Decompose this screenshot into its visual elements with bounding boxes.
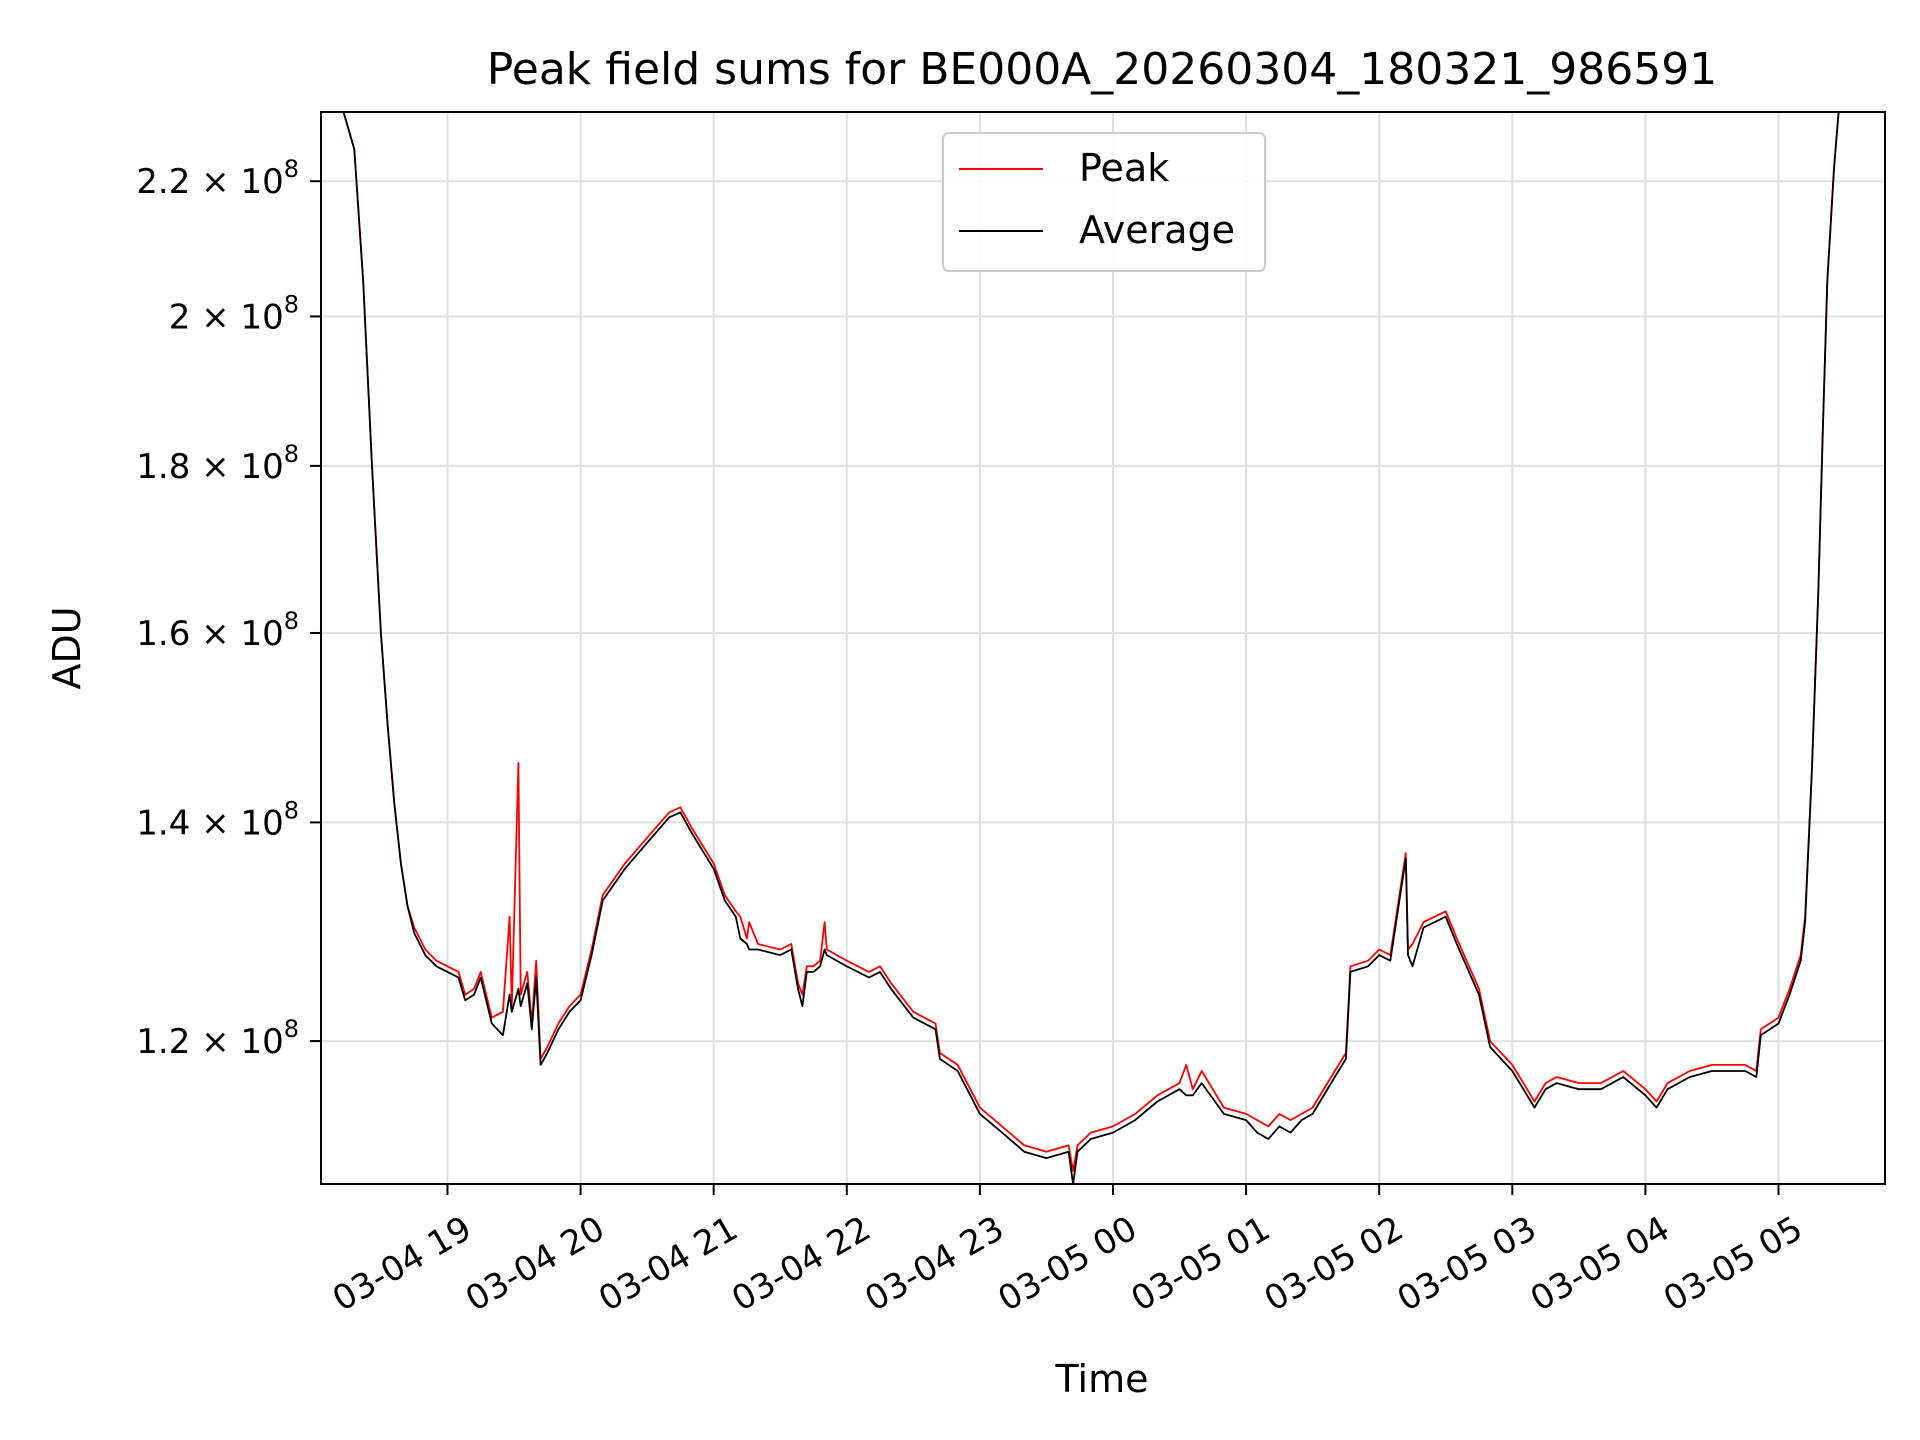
y-tick-base: × 10: [190, 614, 283, 654]
series-layer: [342, 112, 1840, 1184]
y-tick-exponent: 8: [284, 796, 299, 824]
y-tick-base: × 10: [190, 1022, 283, 1062]
grid-lines: [321, 112, 1885, 1184]
y-tick-mantissa: 1.6: [136, 614, 190, 654]
y-tick-mantissa: 1.8: [136, 447, 190, 487]
y-tick-exponent: 8: [284, 290, 299, 318]
series-line-average: [342, 112, 1840, 1184]
y-tick-base: × 10: [190, 297, 283, 337]
y-tick-exponent: 8: [284, 1015, 299, 1043]
y-axis-label: ADU: [45, 606, 89, 689]
y-tick-label: 2.2 × 108: [136, 155, 299, 202]
y-tick-exponent: 8: [284, 440, 299, 468]
plot-frame: [320, 111, 1886, 1185]
y-tick-mantissa: 2.2: [136, 162, 190, 202]
legend: Peak Average: [942, 132, 1266, 272]
y-tick-mantissa: 1.4: [136, 803, 190, 843]
y-tick-base: × 10: [190, 803, 283, 843]
y-tick-base: × 10: [190, 447, 283, 487]
legend-box: [942, 132, 1266, 272]
chart-title: Peak field sums for BE000A_20260304_1803…: [487, 44, 1717, 95]
y-tick-mantissa: 2: [169, 297, 191, 337]
y-tick-label: 2 × 108: [169, 290, 299, 337]
y-tick-base: × 10: [190, 162, 283, 202]
y-tick-exponent: 8: [284, 607, 299, 635]
x-axis-label: Time: [1055, 1357, 1149, 1401]
y-tick-label: 1.4 × 108: [136, 796, 299, 843]
y-tick-label: 1.2 × 108: [136, 1015, 299, 1062]
legend-label-average: Average: [1079, 208, 1235, 252]
series-line-peak: [342, 112, 1840, 1172]
legend-label-peak: Peak: [1079, 146, 1169, 190]
y-tick-label: 1.6 × 108: [136, 607, 299, 654]
y-tick-exponent: 8: [284, 155, 299, 183]
y-tick-mantissa: 1.2: [136, 1022, 190, 1062]
y-tick-label: 1.8 × 108: [136, 440, 299, 487]
